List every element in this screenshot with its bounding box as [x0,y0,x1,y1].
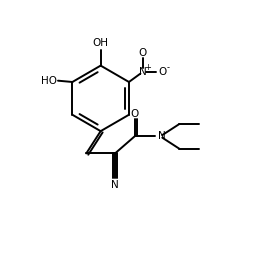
Text: HO: HO [41,76,57,86]
Text: N: N [139,67,147,77]
Text: -: - [166,63,169,72]
Text: O: O [158,67,167,77]
Text: +: + [144,63,151,72]
Text: OH: OH [93,38,109,48]
Text: N: N [111,180,119,190]
Text: N: N [158,131,166,142]
Text: O: O [130,109,139,119]
Text: O: O [138,48,147,58]
